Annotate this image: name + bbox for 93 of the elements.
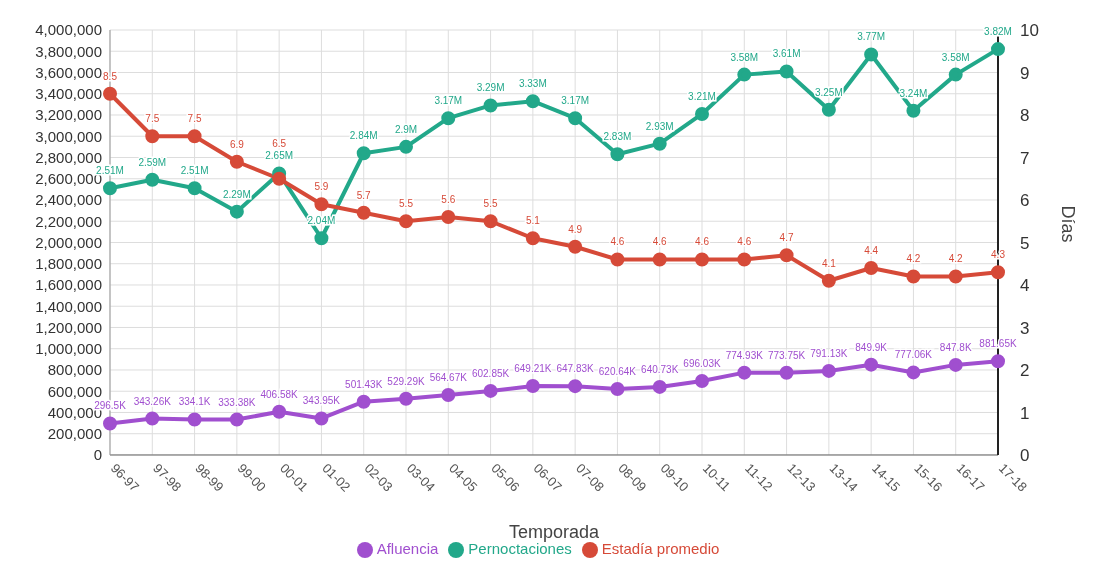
- y2-tick-label: 8: [1020, 106, 1030, 126]
- data-label: 5.9: [314, 181, 329, 193]
- data-label: 501.43K: [345, 378, 383, 390]
- data-label: 4.6: [652, 236, 668, 248]
- y-tick-label: 0: [93, 446, 102, 464]
- data-label: 602.85K: [471, 367, 510, 379]
- data-label: 333.38K: [218, 396, 256, 408]
- data-label: 7.5: [187, 113, 202, 125]
- data-label: 3.29M: [476, 82, 505, 94]
- data-label: 2.9M: [394, 123, 418, 135]
- y-tick-label: 3,600,000: [35, 63, 102, 81]
- data-label: 5.6: [441, 193, 456, 205]
- data-label: 773.75K: [767, 349, 806, 361]
- data-label: 774.93K: [725, 349, 764, 361]
- y-tick-label: 1,600,000: [35, 276, 102, 294]
- data-label: 3.58M: [941, 51, 970, 63]
- data-label: 2.93M: [645, 120, 674, 132]
- data-label: 4.6: [737, 236, 752, 248]
- data-label: 4.7: [779, 232, 794, 244]
- data-label: 3.33M: [518, 78, 547, 90]
- data-label: 620.64K: [598, 366, 637, 378]
- y2-tick-label: 2: [1020, 361, 1030, 381]
- y2-tick-label: 9: [1020, 63, 1030, 83]
- data-label: 564.67K: [429, 371, 468, 383]
- y-tick-label: 2,800,000: [35, 148, 102, 166]
- data-label: 3.58M: [730, 51, 759, 63]
- data-label: 777.06K: [894, 349, 933, 361]
- data-label: 2.51M: [180, 165, 209, 177]
- y-tick-label: 1,000,000: [35, 340, 102, 358]
- data-label: 4.6: [610, 236, 625, 248]
- data-label: 6.5: [272, 138, 287, 150]
- legend-label: Estadía promedio: [601, 539, 720, 557]
- data-label: 4.2: [906, 253, 921, 265]
- data-label: 5.5: [399, 198, 414, 210]
- y2-tick-label: 7: [1020, 148, 1030, 168]
- y-tick-label: 2,000,000: [35, 233, 102, 251]
- data-label: 5.7: [356, 189, 372, 201]
- data-label: 4.4: [864, 244, 879, 256]
- data-label: 847.8K: [939, 341, 972, 353]
- data-label: 4.6: [695, 236, 710, 248]
- data-label: 849.9K: [855, 341, 888, 353]
- data-label: 3.77M: [857, 31, 886, 43]
- y-tick-label: 3,400,000: [35, 85, 102, 103]
- data-label: 343.26K: [133, 395, 172, 407]
- y2-tick-label: 5: [1020, 233, 1030, 253]
- data-label: 640.73K: [641, 363, 679, 375]
- y2-tick-label: 10: [1020, 21, 1039, 41]
- data-label: 7.5: [145, 113, 160, 125]
- x-axis-title: Temporada: [508, 521, 601, 542]
- y2-tick-label: 0: [1020, 446, 1030, 465]
- data-label: 406.58K: [260, 388, 299, 400]
- data-label: 529.29K: [387, 375, 425, 387]
- y2-tick-label: 4: [1020, 276, 1030, 296]
- legend-label: Afluencia: [376, 539, 439, 557]
- y2-tick-label: 6: [1020, 191, 1030, 211]
- data-label: 3.17M: [434, 95, 463, 107]
- data-label: 5.5: [483, 198, 498, 210]
- y-tick-label: 2,400,000: [35, 191, 102, 209]
- y-tick-label: 4,000,000: [35, 21, 102, 39]
- y-tick-label: 3,000,000: [35, 127, 102, 145]
- y-tick-label: 600,000: [47, 382, 102, 400]
- data-label: 791.13K: [810, 347, 848, 359]
- y-tick-label: 1,400,000: [35, 297, 102, 315]
- data-label: 2.59M: [138, 156, 167, 168]
- y-tick-label: 1,200,000: [35, 318, 102, 336]
- data-label: 3.17M: [561, 95, 590, 107]
- data-label: 6.9: [229, 138, 245, 150]
- data-label: 696.03K: [683, 358, 721, 370]
- data-label: 3.82M: [984, 26, 1012, 38]
- y-tick-label: 800,000: [47, 361, 102, 379]
- y-tick-label: 3,800,000: [35, 42, 102, 60]
- data-label: 2.84M: [349, 130, 378, 142]
- data-label: 334.1K: [178, 396, 211, 408]
- data-label: 3.61M: [772, 48, 801, 60]
- data-label: 4.2: [948, 253, 964, 265]
- y2-tick-label: 3: [1020, 318, 1030, 338]
- y2-tick-label: 1: [1020, 403, 1030, 423]
- data-label: 2.65M: [265, 150, 294, 162]
- data-label: 647.83K: [556, 363, 595, 375]
- data-label: 3.21M: [688, 90, 716, 102]
- data-label: 8.5: [103, 70, 118, 82]
- y-tick-label: 1,800,000: [35, 255, 102, 273]
- y2-axis-title: Días: [1057, 205, 1078, 243]
- data-label: 4.9: [568, 223, 583, 235]
- data-label: 649.21K: [514, 363, 552, 374]
- y-tick-label: 2,200,000: [35, 212, 102, 230]
- data-label: 2.83M: [603, 131, 632, 143]
- data-label: 5.1: [525, 215, 541, 227]
- y-tick-label: 3,200,000: [35, 106, 102, 124]
- data-label: 2.29M: [222, 188, 251, 200]
- y-tick-label: 200,000: [47, 425, 102, 443]
- data-label: 343.95K: [302, 395, 341, 407]
- data-label: 4.1: [821, 257, 837, 269]
